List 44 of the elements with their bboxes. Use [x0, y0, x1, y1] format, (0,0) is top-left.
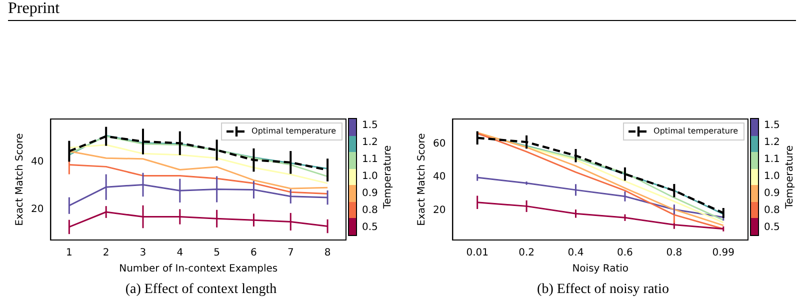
y-tick-label: 20: [30, 204, 44, 215]
y-tick-label: 60: [432, 138, 446, 150]
text: (b) Effect of noisy ratio: [536, 282, 670, 298]
legend-label: 1.5: [764, 119, 780, 134]
legend-label: 0.5: [764, 220, 780, 235]
y-tick-label: 20: [432, 204, 446, 216]
legend-label: 1.5: [362, 119, 378, 134]
x-tick-label: 4: [176, 248, 184, 259]
legend-label: 1.2: [764, 136, 780, 150]
y-tick-label: 40: [30, 156, 44, 168]
y-axis-title: Exact Match Score: [416, 133, 428, 226]
x-tick-label: 6: [250, 248, 257, 259]
x-tick-label: 0.4: [568, 248, 584, 259]
y-axis-title: Exact Match Score: [14, 133, 26, 226]
legend-label: 0.9: [362, 186, 378, 201]
legend-label: 1.1: [362, 153, 378, 168]
text: (a) Effect of context length: [124, 282, 278, 298]
x-tick-label: 0.6: [617, 248, 633, 259]
legend-label: 0.9: [764, 186, 780, 201]
legend-label: 0.8: [362, 204, 378, 218]
legend-title: Temperature: [382, 145, 394, 209]
legend-label: 0.8: [764, 204, 780, 218]
legend-label: 1.0: [764, 170, 780, 184]
x-tick-label: 5: [214, 248, 220, 259]
x-tick-label: 0.99: [712, 248, 735, 259]
legend-title: Temperature: [784, 145, 796, 209]
legend-label: 1.1: [764, 153, 780, 168]
legend-label: Optimal temperature: [252, 126, 336, 136]
text: Preprint: [8, 0, 60, 17]
legend-label: Optimal temperature: [654, 126, 738, 136]
x-axis-title: Number of In-context Examples: [119, 264, 278, 275]
legend-label: 0.5: [362, 220, 378, 235]
x-tick-label: 8: [324, 248, 331, 259]
x-tick-label: 0.01: [466, 248, 488, 259]
legend-label: 1.2: [362, 136, 378, 150]
y-tick-label: 40: [432, 172, 446, 183]
x-axis-title: Noisy Ratio: [572, 264, 629, 275]
x-tick-label: 7: [287, 248, 294, 259]
x-tick-label: 1: [66, 248, 72, 259]
x-tick-label: 2: [102, 248, 110, 259]
x-tick-label: 0.2: [518, 248, 534, 259]
x-tick-label: 0.8: [666, 248, 682, 259]
x-tick-label: 3: [140, 248, 146, 259]
legend-label: 1.0: [362, 170, 378, 184]
